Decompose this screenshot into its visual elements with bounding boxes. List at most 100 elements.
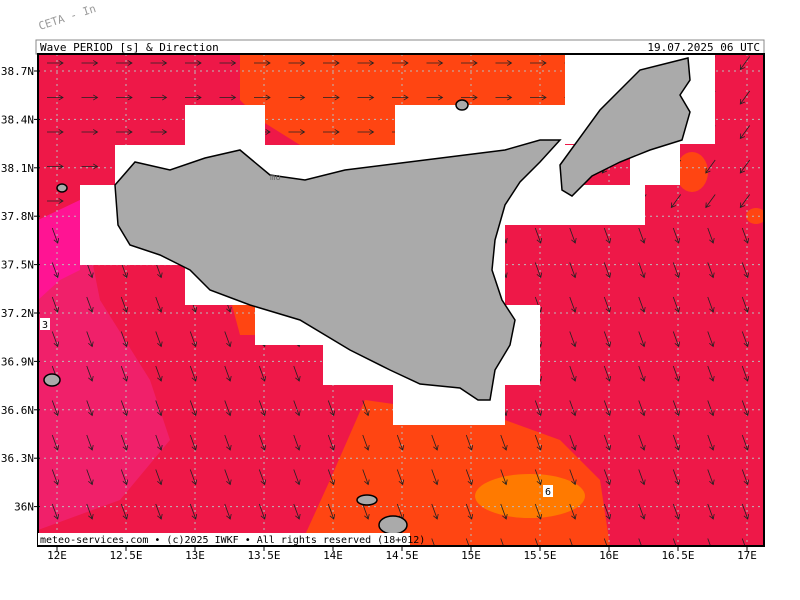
- direction-arrow: [120, 503, 129, 520]
- direction-arrow: [81, 163, 99, 170]
- direction-arrow: [603, 469, 612, 486]
- direction-arrow: [569, 296, 577, 313]
- direction-arrow: [672, 434, 681, 451]
- direction-arrow: [495, 94, 513, 101]
- direction-arrow: [323, 129, 340, 135]
- direction-arrow: [707, 434, 715, 451]
- direction-arrow: [569, 227, 577, 244]
- lat-label: 37.2N: [1, 307, 34, 320]
- direction-arrow: [534, 469, 543, 486]
- direction-arrow: [534, 538, 539, 546]
- direction-arrow: [530, 94, 547, 101]
- direction-arrow: [534, 227, 543, 244]
- direction-arrow: [461, 60, 478, 66]
- direction-arrow: [500, 469, 508, 486]
- direction-arrow: [224, 469, 232, 486]
- period-zone: [475, 474, 585, 518]
- header-time: 19.07.2025 06 UTC: [647, 41, 760, 54]
- direction-arrow: [741, 503, 750, 520]
- direction-arrow: [534, 400, 543, 417]
- direction-arrow: [51, 400, 60, 417]
- header-title: Wave_PERIOD [s] & Direction: [40, 41, 219, 54]
- direction-arrow: [465, 538, 470, 546]
- direction-arrow: [739, 90, 751, 105]
- lat-label: 38.1N: [1, 162, 34, 175]
- direction-arrow: [638, 538, 642, 546]
- direction-arrow: [86, 331, 94, 348]
- direction-arrow: [362, 503, 370, 520]
- direction-arrow: [431, 503, 439, 520]
- lon-label: 17E: [737, 549, 757, 562]
- direction-arrow: [431, 434, 439, 451]
- direction-arrow: [116, 60, 133, 66]
- direction-arrow: [672, 262, 681, 279]
- lat-label: 37.8N: [1, 210, 34, 223]
- direction-arrow: [603, 365, 612, 382]
- direction-arrow: [258, 503, 267, 520]
- direction-arrow: [189, 469, 198, 486]
- direction-arrow: [357, 129, 375, 135]
- direction-arrow: [569, 503, 577, 520]
- direction-arrow: [357, 60, 375, 66]
- direction-arrow: [705, 194, 716, 209]
- direction-arrow: [603, 400, 612, 417]
- direction-arrow: [569, 400, 577, 417]
- direction-arrow: [672, 365, 681, 382]
- direction-arrow: [155, 469, 163, 486]
- direction-arrow: [465, 503, 474, 520]
- direction-arrow: [323, 94, 340, 101]
- direction-arrow: [569, 365, 577, 382]
- contour-label-box: [543, 485, 553, 497]
- lat-label: 36.3N: [1, 452, 34, 465]
- direction-arrow: [155, 434, 163, 451]
- direction-arrow: [431, 538, 435, 546]
- direction-arrow: [288, 94, 306, 101]
- direction-arrow: [534, 262, 543, 279]
- direction-arrow: [258, 469, 267, 486]
- land: [43, 57, 691, 535]
- direction-arrow: [86, 296, 94, 313]
- direction-arrow: [86, 434, 94, 451]
- direction-arrow: [638, 365, 646, 382]
- direction-arrow: [224, 365, 232, 382]
- direction-arrow: [47, 94, 64, 101]
- direction-arrow: [638, 434, 646, 451]
- direction-arrow: [150, 60, 168, 66]
- direction-arrow: [150, 94, 168, 101]
- direction-arrow: [500, 434, 508, 451]
- direction-arrow: [219, 60, 237, 66]
- direction-arrow: [569, 262, 577, 279]
- direction-arrow: [293, 365, 301, 382]
- direction-arrow: [327, 503, 336, 520]
- direction-arrow: [741, 331, 750, 348]
- direction-arrow: [638, 262, 646, 279]
- direction-arrow: [603, 227, 612, 244]
- direction-arrow: [741, 262, 750, 279]
- contour-label: 3: [42, 320, 48, 331]
- direction-arrow: [258, 434, 267, 451]
- direction-arrow: [741, 365, 750, 382]
- direction-arrow: [51, 262, 60, 279]
- direction-arrow: [707, 469, 715, 486]
- direction-arrow: [707, 400, 715, 417]
- direction-arrow: [293, 400, 301, 417]
- direction-arrow: [224, 400, 232, 417]
- direction-arrow: [47, 129, 64, 135]
- direction-arrow: [707, 503, 715, 520]
- direction-arrow: [120, 400, 129, 417]
- direction-arrow: [288, 60, 306, 66]
- map-area: mo 3 6 meteo-services.com • (c)2025 IWKF…: [37, 53, 765, 547]
- contour-label: 6: [545, 487, 551, 498]
- lon-label: 13.5E: [247, 549, 280, 562]
- direction-arrow: [741, 296, 750, 313]
- direction-arrow: [707, 296, 715, 313]
- direction-arrow: [86, 400, 94, 417]
- direction-arrow: [116, 129, 133, 135]
- direction-arrow: [86, 469, 94, 486]
- direction-arrow: [465, 469, 474, 486]
- direction-arrow: [739, 194, 751, 209]
- direction-arrow: [293, 469, 301, 486]
- direction-arrow: [254, 60, 271, 66]
